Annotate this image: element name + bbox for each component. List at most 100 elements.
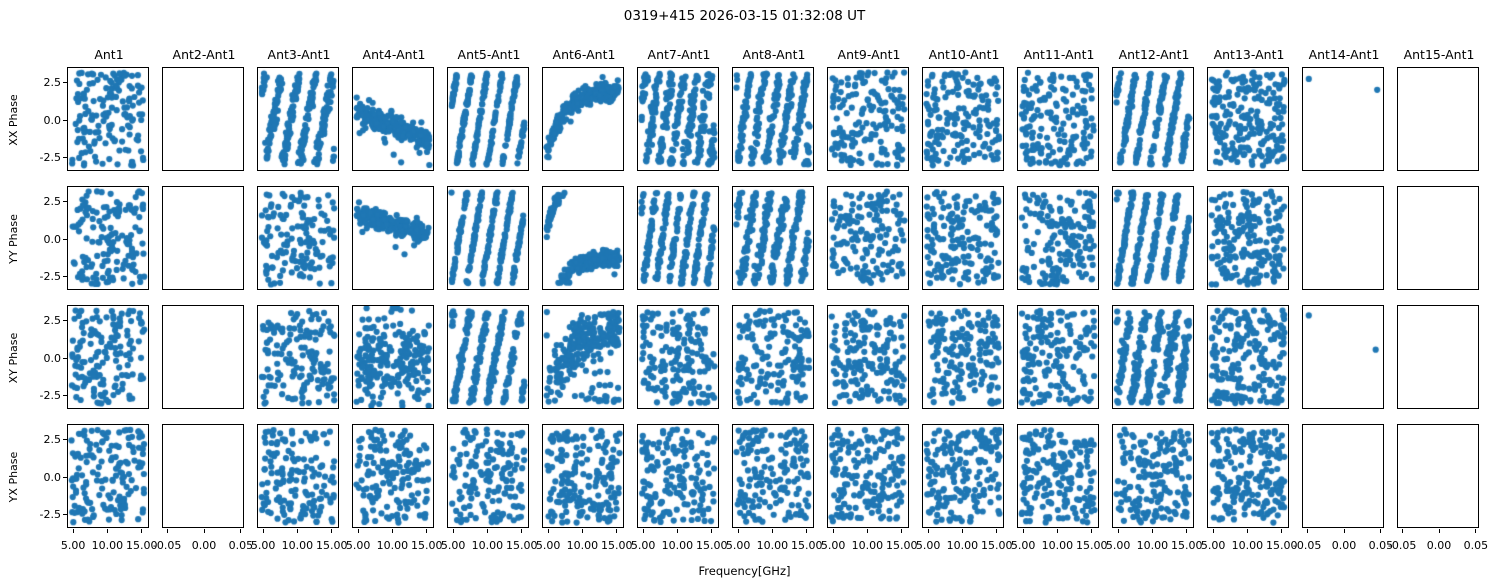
- xtick-label: 15.00: [411, 539, 443, 552]
- scatter-canvas: [923, 187, 1003, 289]
- xtick-mark: [771, 529, 773, 533]
- xtick-mark: [737, 529, 739, 533]
- scatter-canvas: [258, 68, 338, 170]
- xtick-label: 5.00: [1010, 539, 1036, 552]
- subplot-YY-Ant14-Ant1: [1302, 186, 1384, 290]
- xtick-label: 5.00: [1200, 539, 1226, 552]
- col-header-Ant14-Ant1: Ant14-Ant1: [1308, 47, 1380, 62]
- scatter-canvas: [1303, 68, 1383, 170]
- ytick-mark: [63, 201, 67, 203]
- xtick-label: 0.00: [1331, 539, 1357, 552]
- scatter-canvas: [828, 187, 908, 289]
- scatter-canvas: [923, 68, 1003, 170]
- subplot-YY-Ant12-Ant1: [1112, 186, 1194, 290]
- xtick-mark: [547, 529, 549, 533]
- scatter-canvas: [1398, 68, 1478, 170]
- xtick-mark: [426, 529, 428, 533]
- scatter-canvas: [828, 68, 908, 170]
- xtick-label: 15.00: [1076, 539, 1108, 552]
- subplot-XY-Ant14-Ant1: [1302, 305, 1384, 409]
- scatter-canvas: [1018, 187, 1098, 289]
- subplot-YY-Ant7-Ant1: [637, 186, 719, 290]
- scatter-canvas: [638, 306, 718, 408]
- xtick-mark: [996, 529, 998, 533]
- scatter-canvas: [258, 187, 338, 289]
- ytick-mark: [63, 119, 67, 121]
- xtick-label: 5.00: [345, 539, 371, 552]
- scatter-canvas: [1208, 425, 1288, 527]
- scatter-canvas: [1208, 306, 1288, 408]
- row-label-YY-Phase: YY Phase: [7, 214, 20, 264]
- xtick-mark: [1475, 529, 1477, 533]
- xtick-label: 5.00: [1105, 539, 1131, 552]
- xtick-mark: [141, 529, 143, 533]
- subplot-YY-Ant11-Ant1: [1017, 186, 1099, 290]
- xtick-mark: [1151, 529, 1153, 533]
- ytick-mark: [63, 513, 67, 515]
- scatter-canvas: [68, 306, 148, 408]
- subplot-YY-Ant15-Ant1: [1397, 186, 1479, 290]
- scatter-canvas: [828, 425, 908, 527]
- xtick-label: 10.00: [1231, 539, 1264, 552]
- subplot-XY-Ant8-Ant1: [732, 305, 814, 409]
- xtick-label: 0.00: [191, 539, 217, 552]
- row-label-XX-Phase: XX Phase: [7, 94, 20, 146]
- scatter-canvas: [543, 68, 623, 170]
- xtick-label: 0.05: [1368, 539, 1394, 552]
- plot-title: 0319+415 2026-03-15 01:32:08 UT: [623, 8, 866, 24]
- xtick-mark: [240, 529, 242, 533]
- scatter-canvas: [1398, 306, 1478, 408]
- scatter-canvas: [163, 425, 243, 527]
- ytick-mark: [63, 476, 67, 478]
- scatter-canvas: [543, 425, 623, 527]
- subplot-YY-Ant5-Ant1: [447, 186, 529, 290]
- col-header-Ant15-Ant1: Ant15-Ant1: [1403, 47, 1475, 62]
- xtick-label: 10.00: [566, 539, 599, 552]
- xtick-mark: [1091, 529, 1093, 533]
- xtick-mark: [1212, 529, 1214, 533]
- xtick-label: -0.05: [1387, 539, 1417, 552]
- col-header-Ant11-Ant1: Ant11-Ant1: [1023, 47, 1095, 62]
- ytick-label: 2.5: [43, 314, 62, 328]
- scatter-canvas: [68, 187, 148, 289]
- xtick-label: -0.05: [1292, 539, 1322, 552]
- subplot-XY-Ant3-Ant1: [257, 305, 339, 409]
- xtick-label: 10.00: [471, 539, 504, 552]
- xtick-label: 15.00: [126, 539, 158, 552]
- xtick-mark: [1438, 529, 1440, 533]
- ytick-label: 0.0: [43, 232, 62, 246]
- ytick-mark: [63, 320, 67, 322]
- subplot-YX-Ant13-Ant1: [1207, 424, 1289, 528]
- subplot-YX-Ant8-Ant1: [732, 424, 814, 528]
- subplot-YY-Ant13-Ant1: [1207, 186, 1289, 290]
- xtick-mark: [452, 529, 454, 533]
- scatter-canvas: [638, 425, 718, 527]
- xtick-mark: [1056, 529, 1058, 533]
- xtick-label: 10.00: [1041, 539, 1074, 552]
- col-header-Ant9-Ant1: Ant9-Ant1: [837, 47, 901, 62]
- xtick-mark: [391, 529, 393, 533]
- ytick-label: -2.5: [39, 388, 61, 402]
- subplot-XY-Ant6-Ant1: [542, 305, 624, 409]
- xtick-mark: [1380, 529, 1382, 533]
- xtick-mark: [711, 529, 713, 533]
- xtick-label: 15.00: [601, 539, 633, 552]
- subplot-XX-Ant2-Ant1: [162, 67, 244, 171]
- ytick-mark: [63, 238, 67, 240]
- xtick-label: 10.00: [946, 539, 979, 552]
- scatter-canvas: [353, 425, 433, 527]
- subplot-XY-Ant1: [67, 305, 149, 409]
- scatter-canvas: [163, 306, 243, 408]
- xtick-label: -0.05: [152, 539, 182, 552]
- subplot-XX-Ant13-Ant1: [1207, 67, 1289, 171]
- scatter-canvas: [1113, 68, 1193, 170]
- subplot-XX-Ant10-Ant1: [922, 67, 1004, 171]
- scatter-canvas: [1398, 187, 1478, 289]
- xtick-label: 5.00: [725, 539, 751, 552]
- xtick-mark: [961, 529, 963, 533]
- col-header-Ant6-Ant1: Ant6-Ant1: [552, 47, 616, 62]
- scatter-canvas: [258, 306, 338, 408]
- ytick-label: 0.0: [43, 470, 62, 484]
- row-label-YX-Phase: YX Phase: [7, 451, 20, 503]
